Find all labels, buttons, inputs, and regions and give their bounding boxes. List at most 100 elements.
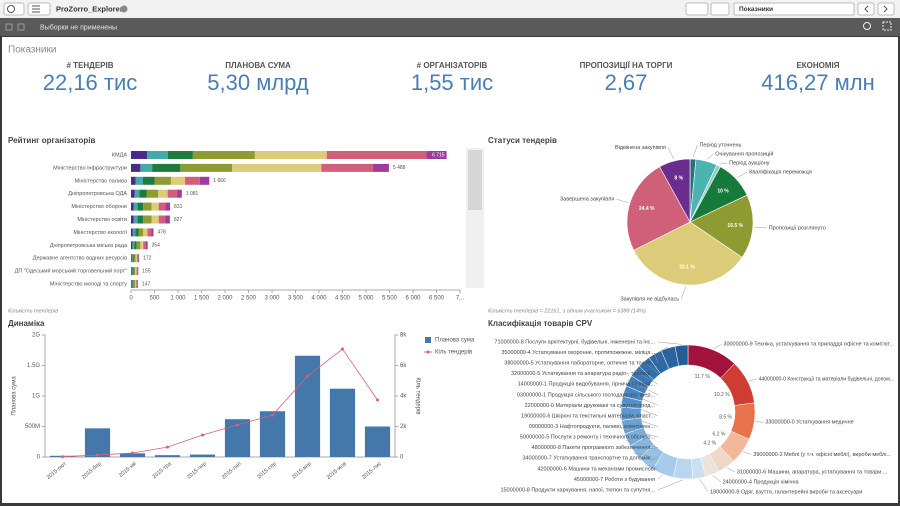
bar-segment	[135, 267, 137, 276]
total-label: 827	[174, 217, 183, 223]
prev-icon	[864, 5, 869, 13]
line-point	[236, 423, 239, 427]
y2-tick-label: 6k	[400, 363, 407, 369]
line-point	[131, 451, 134, 455]
bar	[189, 454, 216, 457]
bar-segment	[254, 151, 327, 159]
slice-value-label: 33.1 %	[679, 265, 695, 271]
slice-label: 18000000-9 Одяг, взуття, галантерейні ви…	[710, 488, 862, 495]
chart-title: Рейтинг організаторів	[8, 136, 95, 145]
bar-segment	[136, 241, 141, 250]
bar	[329, 388, 356, 457]
bar-segment	[132, 267, 134, 276]
bar-segment	[131, 254, 133, 263]
leader-line	[737, 171, 748, 178]
kpi-label: ПРОПОЗИЦІЇ НА ТОРГИ	[580, 61, 673, 70]
kpi-value: 2,67	[605, 70, 648, 95]
next-sheet-button[interactable]	[877, 2, 895, 16]
pie-slice	[633, 221, 743, 286]
slice-label: 03000000-1 Продукція сільського господар…	[517, 392, 656, 398]
kpi-label: ПЛАНОВА СУМА	[225, 61, 291, 70]
bar	[154, 455, 181, 457]
x-tick-label: 4 500	[335, 296, 351, 302]
chart-title: Динаміка	[8, 319, 45, 328]
selection-tools[interactable]	[5, 23, 25, 31]
x-axis-title: Кількість тендерів	[8, 308, 58, 314]
bookmark-button[interactable]	[710, 2, 730, 16]
bar-segment	[192, 151, 255, 159]
total-label: 172	[143, 256, 152, 262]
line-point	[201, 433, 204, 437]
bar-segment	[131, 151, 147, 159]
bar-segment	[131, 228, 133, 237]
x-tick-label: 2 500	[241, 296, 257, 302]
kpi-value: 5,30 млрд	[207, 70, 309, 95]
bar-segment	[167, 189, 178, 198]
leader-line	[627, 380, 659, 396]
x-tick-label: 3 500	[288, 296, 304, 302]
leader-line	[657, 346, 668, 353]
next-icon	[883, 5, 888, 13]
bar-segment	[131, 241, 133, 250]
slice-label: 32000000-5 Устаткування та апаратура рад…	[511, 371, 655, 377]
bar-segment	[165, 215, 170, 224]
sheet-selector[interactable]	[733, 2, 855, 16]
selections-bar	[0, 18, 900, 36]
total-label: 831	[174, 204, 183, 210]
slice-label: Пропозиції розглянуто	[769, 225, 826, 231]
bar-segment	[133, 267, 136, 276]
y2-tick-label: 0	[400, 455, 404, 461]
search-button[interactable]	[863, 22, 871, 30]
slice-label: Закупівля не відбулась	[620, 296, 679, 302]
sheet-selector-label: Показники	[739, 6, 773, 13]
prev-sheet-button[interactable]	[857, 2, 875, 16]
y2-axis-title: Кіль тендерів	[414, 377, 420, 414]
category-label: Міністерство освіти	[77, 217, 127, 223]
y-axis-title: Планова сума	[12, 376, 18, 416]
legend-label: Кіль тендерів	[435, 350, 472, 356]
bar-segment	[133, 254, 136, 263]
slice-value-label: 10.2 %	[714, 392, 730, 398]
leader-line	[623, 390, 659, 406]
app-menu-icon	[32, 5, 40, 13]
slice-value-label: 24.4 %	[639, 206, 655, 212]
smart-select-button[interactable]	[882, 21, 892, 31]
bar-segment	[136, 280, 138, 288]
device-button[interactable]	[685, 2, 709, 16]
category-label: КМДА	[112, 152, 128, 158]
bar-segment	[151, 202, 159, 211]
leader-line	[692, 144, 698, 158]
total-label: 478	[157, 230, 166, 236]
slice-value-label: 8 %	[674, 175, 683, 181]
slice-value-label: 11.7 %	[695, 374, 711, 380]
slice-label: 35000000-4 Устаткування охоронне, протип…	[501, 350, 655, 356]
bar-segment	[146, 151, 168, 159]
y2-tick-label: 4k	[400, 394, 407, 400]
leader-line	[616, 198, 629, 203]
kpi-label: # ОРГАНІЗАТОРІВ	[417, 61, 488, 70]
leader-line	[743, 451, 752, 455]
bar-segment	[142, 176, 155, 185]
bar-segment	[135, 254, 138, 263]
info-icon[interactable]	[120, 5, 128, 13]
bar-segment	[151, 228, 154, 237]
leader-line	[755, 421, 764, 423]
app-name: ProZorro_Explorer	[56, 4, 123, 13]
category-label: Дніпропетровська міська рада	[50, 243, 128, 249]
y2-tick-label: 2k	[400, 424, 407, 430]
x-tick-label: 4 000	[311, 296, 327, 302]
scrollbar-thumb[interactable]	[468, 150, 482, 210]
bar-segment	[170, 176, 186, 185]
sheet-title: Показники	[8, 45, 56, 56]
category-label: Міністерство інфраструктури	[53, 165, 127, 171]
category-label: Міністерство палива	[75, 178, 128, 184]
kpi-value: 1,55 тис	[411, 70, 493, 95]
bar-segment	[137, 280, 138, 288]
slice-label: 45000000-7 Роботи з будування	[574, 477, 655, 483]
bar-segment	[131, 202, 134, 211]
leader-line	[706, 153, 714, 160]
total-label: 1 081	[186, 191, 199, 197]
bar-segment	[158, 202, 166, 211]
x-tick-label: 1 500	[194, 296, 210, 302]
leader-line	[667, 147, 675, 160]
